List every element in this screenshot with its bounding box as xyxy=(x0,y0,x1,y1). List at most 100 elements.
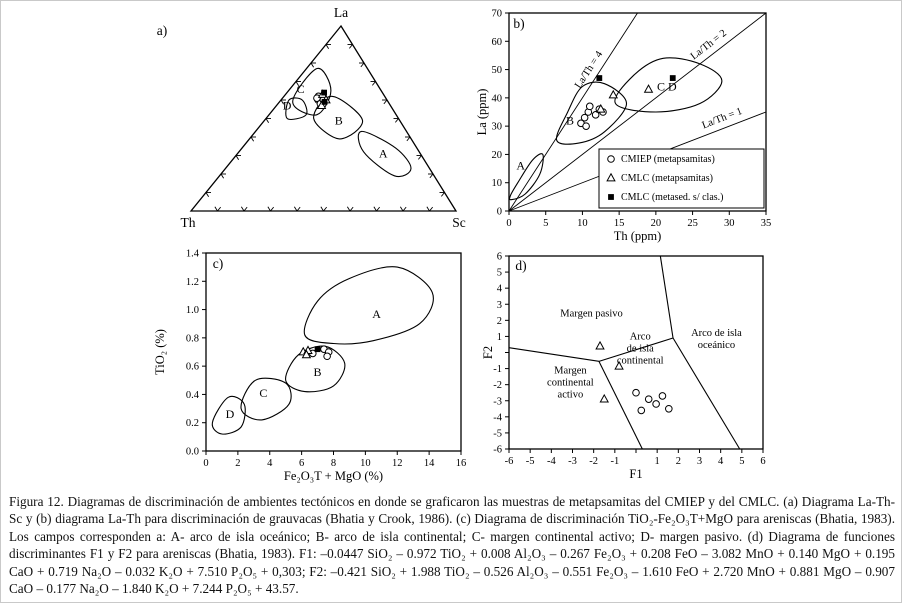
svg-text:-1: -1 xyxy=(610,456,619,467)
series-square xyxy=(314,346,321,353)
svg-text:20: 20 xyxy=(492,150,503,161)
svg-text:1.4: 1.4 xyxy=(186,249,200,260)
series-square xyxy=(321,89,328,105)
svg-text:25: 25 xyxy=(687,218,698,229)
svg-text:10: 10 xyxy=(577,218,588,229)
svg-text:60: 60 xyxy=(492,37,503,48)
svg-text:La: La xyxy=(334,5,348,20)
svg-text:La (ppm): La (ppm) xyxy=(475,89,489,136)
field-B xyxy=(555,81,628,145)
svg-text:0.6: 0.6 xyxy=(186,362,199,373)
svg-text:4: 4 xyxy=(267,458,273,469)
svg-text:C: C xyxy=(297,82,305,96)
svg-text:50: 50 xyxy=(492,65,503,76)
svg-text:continental: continental xyxy=(617,356,664,367)
svg-text:16: 16 xyxy=(456,458,467,469)
svg-text:c): c) xyxy=(213,256,224,271)
svg-text:5: 5 xyxy=(543,218,548,229)
svg-text:A: A xyxy=(516,159,525,173)
svg-text:0: 0 xyxy=(506,218,511,229)
svg-text:5: 5 xyxy=(739,456,744,467)
panel-a-svg: A B CD La Th Sc a) xyxy=(157,5,466,230)
svg-text:0.4: 0.4 xyxy=(186,390,200,401)
svg-text:-2: -2 xyxy=(493,380,502,391)
svg-text:-6: -6 xyxy=(493,445,502,456)
svg-text:2: 2 xyxy=(676,456,681,467)
svg-text:C D: C D xyxy=(657,80,677,94)
svg-text:10: 10 xyxy=(360,458,371,469)
svg-text:4: 4 xyxy=(497,284,503,295)
field-C D xyxy=(614,57,723,113)
legend: CMIEP (metapsamitas) CMLC (metapsamitas) C… xyxy=(598,148,765,209)
svg-text:continental: continental xyxy=(547,377,594,388)
svg-text:14: 14 xyxy=(424,458,435,469)
svg-text:La/Th = 1: La/Th = 1 xyxy=(701,106,744,131)
field-C xyxy=(240,377,292,421)
svg-text:30: 30 xyxy=(492,122,503,133)
svg-text:-3: -3 xyxy=(568,456,577,467)
series-circle xyxy=(632,388,673,415)
svg-text:Arco de isla: Arco de isla xyxy=(691,328,742,339)
svg-text:-2: -2 xyxy=(589,456,598,467)
panel-d-svg: -6 -5 -4 -3 -2 -1 1 2 3 4 5 6 -6 -5 -4 -3 -2 -1 1 2 3 4 5 6 Marg… xyxy=(481,252,766,482)
svg-text:TiO₂ (%): TiO₂ (%) xyxy=(153,329,167,375)
svg-text:6: 6 xyxy=(299,458,304,469)
svg-text:a): a) xyxy=(157,23,168,38)
panel-c-tio2-femgo-scatter: 0 2 4 6 8 10 12 14 16 0.0 0.2 0.4 0.6 0.8 1.0 1.2 1.4 A B C… xyxy=(151,243,481,488)
svg-text:F1: F1 xyxy=(629,467,642,481)
svg-text:F2: F2 xyxy=(481,346,495,359)
svg-text:C: C xyxy=(259,386,267,400)
svg-text:Sc: Sc xyxy=(452,215,466,230)
svg-text:B: B xyxy=(566,113,574,127)
svg-text:Th (ppm): Th (ppm) xyxy=(614,229,662,243)
svg-text:1: 1 xyxy=(497,332,502,343)
svg-text:0.0: 0.0 xyxy=(186,447,199,458)
panel-b-la-th-scatter: 0 5 10 15 20 25 30 35 0 10 20 30 40 50 60 70 La/Th = 4 La… xyxy=(473,3,803,248)
svg-text:-5: -5 xyxy=(493,428,502,439)
svg-text:6: 6 xyxy=(497,252,502,263)
svg-text:d): d) xyxy=(515,258,526,273)
svg-text:4: 4 xyxy=(718,456,724,467)
panel-a-la-th-sc-ternary: A B C D La Th Sc a) xyxy=(96,1,476,248)
svg-text:0: 0 xyxy=(203,458,208,469)
series-square xyxy=(596,75,676,81)
series-triangle xyxy=(596,84,654,113)
svg-text:2: 2 xyxy=(497,316,502,327)
svg-text:1.0: 1.0 xyxy=(186,305,199,316)
svg-text:2: 2 xyxy=(235,458,240,469)
svg-text:-5: -5 xyxy=(526,456,535,467)
series-triangle xyxy=(595,340,624,403)
svg-text:-4: -4 xyxy=(493,412,502,423)
svg-text:D: D xyxy=(226,407,235,421)
panel-c-svg: 0 2 4 6 8 10 12 14 16 0.0 0.2 0.4 0.6 0.8 1.0 1.2 1.4 A B C… xyxy=(153,249,467,484)
svg-text:30: 30 xyxy=(724,218,735,229)
svg-text:-6: -6 xyxy=(505,456,514,467)
svg-text:-3: -3 xyxy=(493,396,502,407)
svg-text:-1: -1 xyxy=(493,364,502,375)
svg-text:A: A xyxy=(379,147,388,161)
svg-text:A: A xyxy=(372,307,381,321)
svg-text:1.2: 1.2 xyxy=(186,277,199,288)
svg-text:Margen: Margen xyxy=(554,365,587,376)
svg-text:0: 0 xyxy=(497,207,502,218)
svg-text:35: 35 xyxy=(761,218,772,229)
svg-text:3: 3 xyxy=(697,456,702,467)
svg-text:6: 6 xyxy=(760,456,765,467)
field-A xyxy=(303,266,434,345)
svg-text:Fe₂O₃T + MgO (%): Fe₂O₃T + MgO (%) xyxy=(284,469,383,483)
svg-text:10: 10 xyxy=(492,178,503,189)
field-B xyxy=(313,95,364,140)
svg-text:70: 70 xyxy=(492,9,503,20)
svg-text:oceánico: oceánico xyxy=(698,340,735,351)
svg-text:15: 15 xyxy=(614,218,625,229)
svg-text:Arco: Arco xyxy=(630,332,651,343)
field-B xyxy=(285,345,346,393)
svg-text:CMIEP (metapsamitas): CMIEP (metapsamitas) xyxy=(621,154,715,165)
svg-text:Th: Th xyxy=(181,215,196,230)
svg-text:b): b) xyxy=(513,16,524,31)
svg-text:CMLC (metapsamitas): CMLC (metapsamitas) xyxy=(621,173,713,184)
svg-text:D: D xyxy=(283,99,292,113)
series-triangle xyxy=(298,345,313,359)
svg-text:0.2: 0.2 xyxy=(186,418,199,429)
